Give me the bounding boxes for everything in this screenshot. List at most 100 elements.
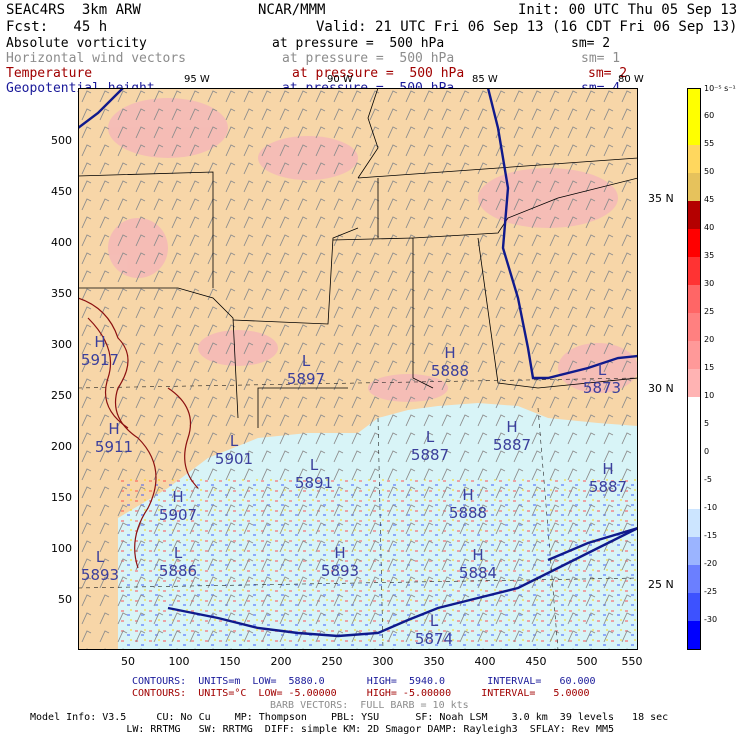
colorbar-tick-label: -5 xyxy=(704,475,712,484)
x-tick: 100 xyxy=(168,655,190,668)
field-name-vorticity: Absolute vorticity xyxy=(6,36,147,51)
colorbar-segment xyxy=(688,537,700,565)
colorbar-segment xyxy=(688,117,700,145)
colorbar-tick-label: 30 xyxy=(704,279,715,288)
y-tick: 100 xyxy=(51,542,72,555)
y-tick: 50 xyxy=(58,593,72,606)
map-high-low-label: L 5901 xyxy=(214,432,254,468)
y-tick: 350 xyxy=(51,287,72,300)
colorbar-segment xyxy=(688,145,700,173)
colorbar-tick-label: 45 xyxy=(704,195,715,204)
temperature-contours xyxy=(78,297,199,569)
lon-label: 80 W xyxy=(618,74,644,85)
state-borders xyxy=(78,88,638,428)
colorbar-segment xyxy=(688,89,700,117)
y-tick: 250 xyxy=(51,389,72,402)
field-level-temperature: at pressure = 500 hPa xyxy=(292,66,465,81)
lon-label: 85 W xyxy=(472,74,498,85)
colorbar-tick-label: 35 xyxy=(704,251,715,260)
colorbar-segment xyxy=(688,593,700,621)
x-tick: 550 xyxy=(621,655,643,668)
colorbar-segment xyxy=(688,257,700,285)
x-tick: 200 xyxy=(270,655,292,668)
vorticity-colorbar xyxy=(687,88,701,650)
colorbar-tick-label: -30 xyxy=(704,615,718,624)
field-sm-wind: sm= 1 xyxy=(581,51,621,66)
colorbar-segment xyxy=(688,341,700,369)
map-high-low-label: H 5893 xyxy=(320,544,360,580)
footer-model-info-1: Model Info: V3.5 CU: No Cu MP: Thompson … xyxy=(30,712,669,723)
colorbar-tick-label: 5 xyxy=(704,419,710,428)
x-tick: 50 xyxy=(121,655,135,668)
footer-height-contours: CONTOURS: UNITS=m LOW= 5880.0 HIGH= 5940… xyxy=(132,676,596,687)
colorbar-tick-label: 40 xyxy=(704,223,715,232)
colorbar-segment xyxy=(688,285,700,313)
lat-label: 35 N xyxy=(648,192,674,205)
lon-label: 90 W xyxy=(327,74,353,85)
height-contours xyxy=(78,88,638,638)
colorbar-segment xyxy=(688,621,700,649)
lon-label: 95 W xyxy=(184,74,210,85)
colorbar-segment xyxy=(688,369,700,397)
plot-frame xyxy=(78,88,638,650)
field-name-wind: Horizontal wind vectors xyxy=(6,51,187,66)
x-tick: 400 xyxy=(474,655,496,668)
colorbar-unit-label: 10⁻⁵ s⁻¹ xyxy=(704,84,736,93)
wind-barbs xyxy=(78,88,638,650)
map-high-low-label: H 5917 xyxy=(80,333,120,369)
field-level-wind: at pressure = 500 hPa xyxy=(282,51,455,66)
field-name-temperature: Temperature xyxy=(6,66,93,81)
colorbar-tick-label: -20 xyxy=(704,559,718,568)
center-title: NCAR/MMM xyxy=(258,2,326,18)
x-tick: 150 xyxy=(219,655,241,668)
valid-time: Valid: 21 UTC Fri 06 Sep 13 (16 CDT Fri … xyxy=(316,19,738,35)
map-high-low-label: L 5897 xyxy=(286,352,326,388)
x-tick: 250 xyxy=(321,655,343,668)
map-high-low-label: H 5888 xyxy=(430,344,470,380)
field-sm-vorticity: sm= 2 xyxy=(571,36,611,51)
colorbar-segment xyxy=(688,397,700,425)
y-tick: 300 xyxy=(51,338,72,351)
x-tick: 300 xyxy=(372,655,394,668)
map-high-low-label: H 5888 xyxy=(448,486,488,522)
x-tick: 500 xyxy=(576,655,598,668)
lat-label: 30 N xyxy=(648,382,674,395)
x-tick: 450 xyxy=(525,655,547,668)
y-tick: 450 xyxy=(51,185,72,198)
y-tick: 150 xyxy=(51,491,72,504)
colorbar-tick-label: 55 xyxy=(704,139,715,148)
colorbar-segment xyxy=(688,565,700,593)
colorbar-segment xyxy=(688,509,700,537)
colorbar-segment xyxy=(688,201,700,229)
colorbar-tick-label: 15 xyxy=(704,363,715,372)
colorbar-tick-label: 25 xyxy=(704,307,715,316)
lat-label: 25 N xyxy=(648,578,674,591)
colorbar-tick-label: 10 xyxy=(704,391,715,400)
map-high-low-label: H 5884 xyxy=(458,546,498,582)
weather-map xyxy=(78,88,638,650)
map-high-low-label: L 5874 xyxy=(414,612,454,648)
colorbar-tick-label: 50 xyxy=(704,167,715,176)
latlon-grid xyxy=(78,377,638,650)
field-sm-temperature: sm= 2 xyxy=(588,66,628,81)
map-high-low-label: H 5911 xyxy=(94,420,134,456)
map-high-low-label: L 5873 xyxy=(582,361,622,397)
field-level-vorticity: at pressure = 500 hPa xyxy=(272,36,445,51)
footer-barb-vectors: BARB VECTORS: FULL BARB = 10 kts xyxy=(270,700,469,711)
colorbar-tick-label: -15 xyxy=(704,531,718,540)
map-high-low-label: H 5887 xyxy=(588,460,628,496)
map-high-low-label: L 5893 xyxy=(80,548,120,584)
y-tick: 500 xyxy=(51,134,72,147)
map-high-low-label: L 5887 xyxy=(410,428,450,464)
y-tick: 200 xyxy=(51,440,72,453)
colorbar-segment xyxy=(688,173,700,201)
model-title: SEAC4RS 3km ARW xyxy=(6,2,141,18)
footer-temp-contours: CONTOURS: UNITS=°C LOW= -5.00000 HIGH= -… xyxy=(132,688,590,699)
init-time: Init: 00 UTC Thu 05 Sep 13 xyxy=(518,2,738,18)
forecast-hour: Fcst: 45 h xyxy=(6,19,108,35)
map-high-low-label: H 5907 xyxy=(158,488,198,524)
colorbar-tick-label: -10 xyxy=(704,503,718,512)
colorbar-tick-label: 20 xyxy=(704,335,715,344)
colorbar-segment xyxy=(688,481,700,509)
colorbar-segment xyxy=(688,425,700,453)
